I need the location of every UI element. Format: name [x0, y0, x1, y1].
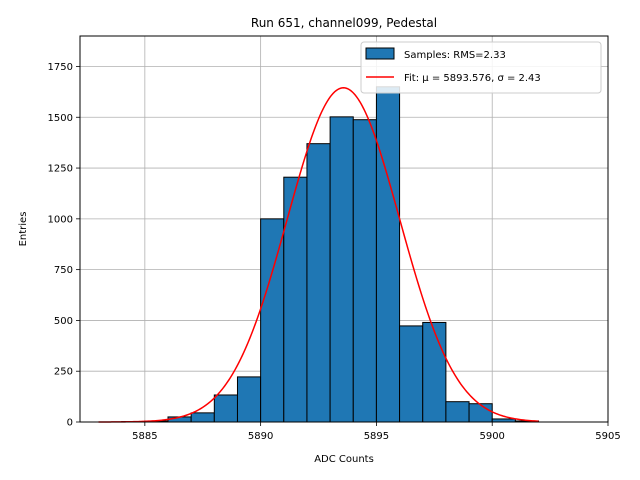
- histogram-bar: [260, 218, 285, 423]
- histogram-bar: [375, 86, 401, 423]
- x-tick-label: 5900: [479, 431, 504, 442]
- histogram-bar: [213, 394, 238, 423]
- legend-histogram-swatch: [365, 47, 395, 60]
- fit-curve: [98, 87, 539, 423]
- legend-fit-label: Fit: μ = 5893.576, σ = 2.43: [404, 73, 541, 84]
- histogram-bar: [283, 176, 308, 423]
- legend-histogram-label: Samples: RMS=2.33: [404, 50, 506, 61]
- fit-curve-layer: [98, 87, 539, 423]
- x-tick-label: 5905: [595, 431, 620, 442]
- x-axis-ticks: 5885 5890 5895 5900 5905: [132, 422, 621, 442]
- y-tick-label: 250: [54, 367, 73, 378]
- y-tick-label: 1250: [48, 164, 73, 175]
- y-tick-label: 750: [54, 265, 73, 276]
- y-tick-label: 500: [54, 316, 73, 327]
- histogram-bar: [422, 321, 447, 423]
- x-tick-label: 5895: [364, 431, 389, 442]
- y-axis-ticks: 0 250 500 750 1000 1250 1500 1750: [48, 62, 80, 429]
- x-tick-label: 5885: [132, 431, 157, 442]
- histogram-bar: [445, 401, 470, 423]
- plot-frame: [79, 35, 609, 423]
- x-tick-label: 5890: [248, 431, 273, 442]
- histogram-bar: [329, 116, 354, 423]
- chart-title: Run 651, channel099, Pedestal: [251, 16, 437, 30]
- histogram-bar: [306, 143, 331, 423]
- histogram-bar: [399, 325, 424, 423]
- y-tick-label: 1000: [48, 214, 73, 225]
- legend-box: [360, 41, 602, 94]
- histogram-bar: [190, 412, 215, 423]
- y-tick-label: 1750: [48, 62, 73, 73]
- histogram-bar: [352, 119, 377, 423]
- histogram-bar: [236, 376, 262, 423]
- histogram-bar: [468, 403, 493, 423]
- y-tick-label: 0: [67, 418, 73, 429]
- x-axis-label: ADC Counts: [314, 454, 374, 465]
- legend: Samples: RMS=2.33 Fit: μ = 5893.576, σ =…: [360, 41, 602, 94]
- y-axis-label: Entries: [18, 212, 29, 247]
- y-tick-label: 1500: [48, 113, 73, 124]
